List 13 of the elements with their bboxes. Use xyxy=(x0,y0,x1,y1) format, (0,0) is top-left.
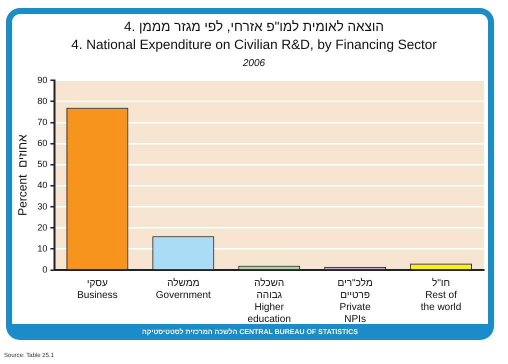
y-tick-label: 40 xyxy=(37,180,48,190)
y-tick-label: 10 xyxy=(37,243,48,254)
chart-subtitle: 2006 xyxy=(242,58,266,69)
y-tick-label: 70 xyxy=(37,117,48,128)
y-tick-label: 0 xyxy=(42,264,48,274)
y-tick-label: 80 xyxy=(37,96,48,106)
chart-title: 4. הוצאה לאומית למו"פ אזרחי, לפי מגזר מממן 4. National Expenditure on Civilian R&D, by Financing Sector xyxy=(70,18,438,54)
y-tick-label: 20 xyxy=(37,222,48,232)
y-tick-label: 60 xyxy=(37,138,48,148)
y-tick-label: 50 xyxy=(37,159,48,170)
y-axis-title: Percent אחוזים xyxy=(16,134,30,216)
y-tick-label: 90 xyxy=(37,74,48,85)
y-tick-label: 30 xyxy=(37,201,48,212)
